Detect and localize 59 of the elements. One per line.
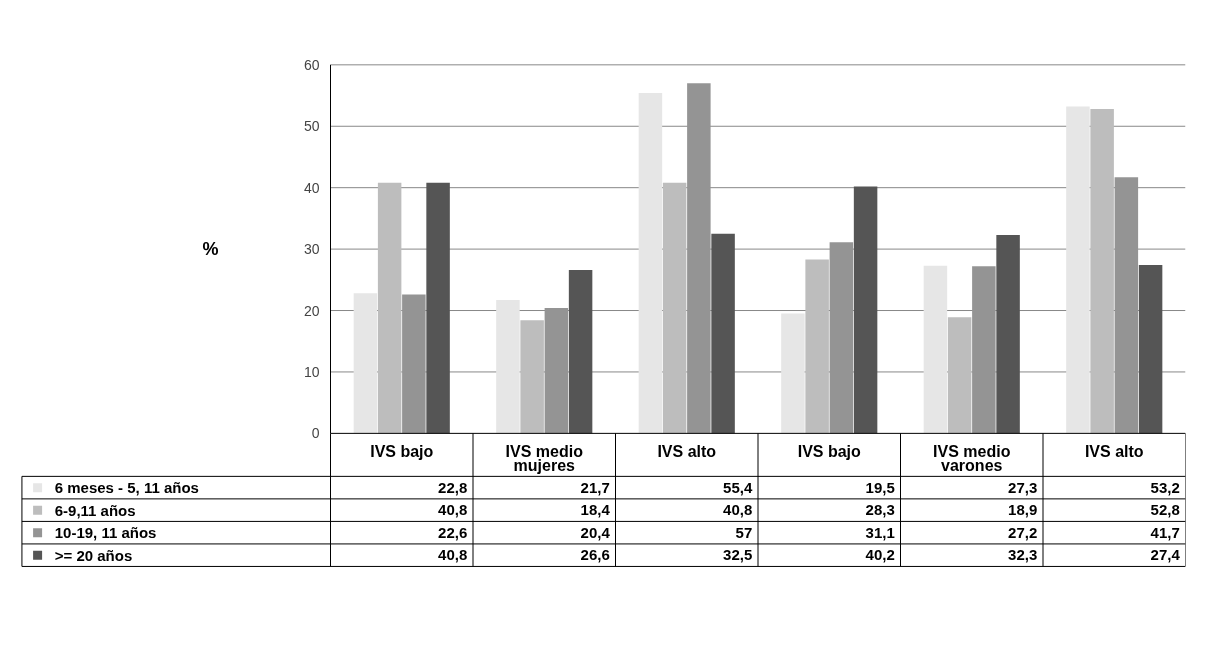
data-label: 32,5: [723, 546, 753, 564]
data-label: 21,7: [580, 478, 610, 496]
bar: [711, 233, 735, 434]
bar: [662, 182, 687, 434]
legend-label: >= 20 años: [54, 546, 133, 564]
text: mujeres: [513, 456, 576, 474]
data-label: 40,2: [865, 546, 895, 564]
data-label: 20,4: [580, 523, 611, 541]
bar: [996, 234, 1020, 434]
y-tick-label: 0: [311, 425, 320, 442]
legend-label: 6 meses - 5, 11 años: [54, 479, 199, 497]
data-label: 32,3: [1008, 546, 1038, 564]
legend-label: 10-19, 11 años: [54, 524, 157, 542]
bar: [781, 313, 805, 434]
data-label: 53,2: [1150, 478, 1180, 496]
data-label: 40,8: [438, 546, 468, 564]
y-tick-label: 30: [303, 241, 320, 258]
bar: [568, 269, 593, 434]
data-label: 22,6: [438, 523, 468, 541]
y-tick-label: 40: [303, 179, 320, 196]
bar: [1090, 109, 1114, 434]
bar: [805, 259, 829, 434]
y-tick-label: 50: [303, 118, 320, 135]
x-tick-label: IVS alto: [1084, 443, 1144, 461]
data-label: 18,9: [1008, 501, 1038, 519]
data-label: 18,4: [580, 501, 611, 519]
y-tick-label: 10: [303, 363, 320, 380]
x-tick-label: IVS alto: [657, 443, 717, 461]
y-tick-label: 60: [303, 56, 320, 73]
data-label: 41,7: [1150, 523, 1180, 541]
data-label: 52,8: [1150, 501, 1180, 519]
data-label: 57: [735, 523, 753, 541]
bar: [520, 320, 544, 434]
data-label: 27,2: [1008, 523, 1038, 541]
bar: [947, 317, 972, 434]
data-label: 28,3: [865, 501, 895, 519]
bar: [496, 300, 520, 434]
x-tick-label: IVS bajo: [370, 443, 434, 461]
data-label: 19,5: [865, 478, 895, 496]
y-tick-label: 20: [303, 302, 320, 319]
data-label: 27,4: [1150, 546, 1181, 564]
data-label: 31,1: [865, 523, 895, 541]
data-label: 40,8: [723, 501, 753, 519]
bar: [923, 265, 948, 434]
data-label: 40,8: [438, 501, 468, 519]
bar: [853, 186, 878, 434]
bar: [426, 182, 450, 434]
bar: [638, 93, 663, 434]
data-label: 27,3: [1008, 478, 1038, 496]
text: %: [202, 239, 219, 260]
data-label: 22,8: [438, 478, 468, 496]
bar: [1138, 265, 1163, 434]
bar: [353, 293, 378, 434]
legend-label: 6-9,11 años: [54, 501, 136, 519]
data-label: 55,4: [723, 478, 753, 496]
bar: [1066, 106, 1090, 434]
x-tick-label: IVS bajo: [797, 443, 862, 461]
data-label: 26,6: [580, 546, 610, 564]
bar: [377, 182, 402, 434]
